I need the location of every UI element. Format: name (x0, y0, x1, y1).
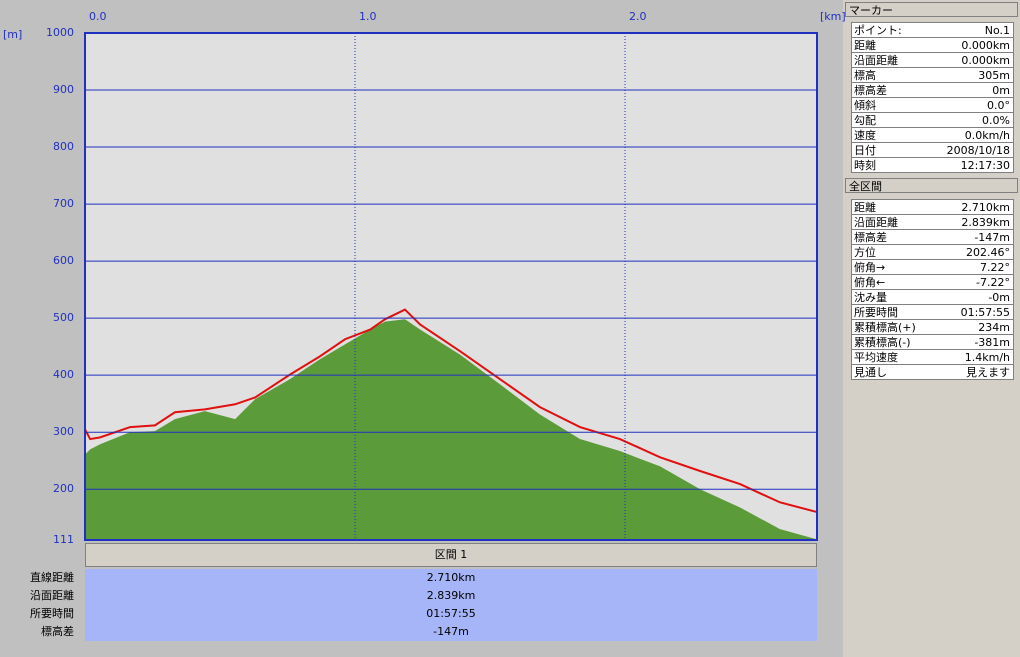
plot-frame (84, 32, 818, 541)
info-value: 0.000km (961, 54, 1010, 67)
info-label: 俯角→ (854, 261, 886, 274)
info-row: 標高 305m (852, 68, 1014, 83)
info-label: 方位 (854, 246, 876, 259)
info-row: 日付 2008/10/18 (852, 143, 1014, 158)
info-label: 標高 (854, 69, 876, 82)
info-value: -7.22° (976, 276, 1010, 289)
info-value: 7.22° (980, 261, 1010, 274)
row-label: 標高差 (41, 625, 74, 638)
info-label: 距離 (854, 201, 876, 214)
y-tick-label: 200 (53, 482, 74, 495)
panel-title: 全区間 (845, 178, 1018, 193)
info-value: 0.0° (987, 99, 1010, 112)
info-row: 沈み量 -0m (852, 290, 1014, 305)
info-value: 0.000km (961, 39, 1010, 52)
info-row: 所要時間 01:57:55 (852, 305, 1014, 320)
info-value: 12:17:30 (960, 159, 1010, 172)
info-label: 所要時間 (854, 306, 898, 319)
info-row: 距離 0.000km (852, 38, 1014, 53)
info-row: 距離 2.710km (852, 200, 1014, 215)
info-label: 見通し (854, 366, 887, 379)
info-row: 標高差 -147m (852, 230, 1014, 245)
info-label: 距離 (854, 39, 876, 52)
info-row: 傾斜 0.0° (852, 98, 1014, 113)
info-row: 俯角← -7.22° (852, 275, 1014, 290)
terrain-area (85, 319, 817, 540)
panel-title: マーカー (845, 2, 1018, 17)
info-label: 沿面距離 (854, 216, 898, 229)
info-row: 速度 0.0km/h (852, 128, 1014, 143)
info-value: 2.839km (961, 216, 1010, 229)
y-tick-label: 400 (53, 368, 74, 381)
info-label: 累積標高(+) (854, 321, 916, 334)
info-value: -0m (988, 291, 1010, 304)
info-row: 平均速度 1.4km/h (852, 350, 1014, 365)
info-row: 俯角→ 7.22° (852, 260, 1014, 275)
info-label: 標高差 (854, 231, 887, 244)
info-label: 俯角← (854, 276, 886, 289)
info-value: 0.0% (982, 114, 1010, 127)
row-label: 沿面距離 (30, 589, 74, 602)
y-tick-label: 900 (53, 83, 74, 96)
info-value: 0.0km/h (964, 129, 1010, 142)
y-unit: [m] (3, 28, 22, 41)
info-value: 01:57:55 (960, 306, 1010, 319)
info-row: 累積標高(-) -381m (852, 335, 1014, 350)
info-value: 234m (978, 321, 1010, 334)
row-label: 直線距離 (30, 571, 74, 584)
info-label: 勾配 (854, 114, 876, 127)
marker-table: ポイント: No.1 距離 0.000km 沿面距離 0.000km 標高 305m 標高差 0m… (851, 22, 1014, 173)
info-value: 2008/10/18 (946, 144, 1010, 157)
x-unit: [km] (820, 10, 846, 23)
info-value: 1.4km/h (964, 351, 1010, 364)
info-row: 標高差 0m (852, 83, 1014, 98)
info-value: 2.710km (961, 201, 1010, 214)
info-value: No.1 (984, 24, 1010, 37)
info-row: 累積標高(+) 234m (852, 320, 1014, 335)
info-label: 傾斜 (854, 99, 876, 112)
row-value: 2.710km (85, 569, 817, 587)
info-value: -381m (974, 336, 1010, 349)
y-tick-label: 600 (53, 254, 74, 267)
x-tick-label: 0.0 (89, 10, 107, 23)
y-tick-label: 111 (53, 533, 74, 546)
info-label: ポイント: (854, 24, 902, 37)
row-value: 2.839km (85, 587, 817, 605)
info-value: -147m (974, 231, 1010, 244)
row-label: 所要時間 (30, 607, 74, 620)
info-label: 平均速度 (854, 351, 898, 364)
info-row: ポイント: No.1 (852, 23, 1014, 38)
info-label: 累積標高(-) (854, 336, 911, 349)
info-label: 日付 (854, 144, 876, 157)
info-value: 305m (978, 69, 1010, 82)
info-row: 勾配 0.0% (852, 113, 1014, 128)
info-value: 202.46° (966, 246, 1010, 259)
row-value: 01:57:55 (85, 605, 817, 623)
info-row: 沿面距離 2.839km (852, 215, 1014, 230)
info-label: 沈み量 (854, 291, 887, 304)
info-row: 見通し 見えます (852, 365, 1014, 380)
row-value: -147m (85, 623, 817, 641)
section-header[interactable]: 区間 1 (85, 543, 817, 567)
x-tick-label: 1.0 (359, 10, 377, 23)
total-table: 距離 2.710km 沿面距離 2.839km 標高差 -147m 方位 202.46° 俯角→… (851, 199, 1014, 380)
info-label: 沿面距離 (854, 54, 898, 67)
y-tick-label: 1000 (46, 26, 74, 39)
info-label: 時刻 (854, 159, 876, 172)
info-label: 標高差 (854, 84, 887, 97)
y-tick-label: 300 (53, 425, 74, 438)
route-line (84, 308, 818, 514)
info-row: 沿面距離 0.000km (852, 53, 1014, 68)
y-tick-label: 800 (53, 140, 74, 153)
info-value: 0m (992, 84, 1010, 97)
x-tick-label: 2.0 (629, 10, 647, 23)
info-label: 速度 (854, 129, 876, 142)
y-tick-label: 700 (53, 197, 74, 210)
info-value: 見えます (966, 366, 1010, 379)
info-row: 方位 202.46° (852, 245, 1014, 260)
info-row: 時刻 12:17:30 (852, 158, 1014, 173)
y-tick-label: 500 (53, 311, 74, 324)
